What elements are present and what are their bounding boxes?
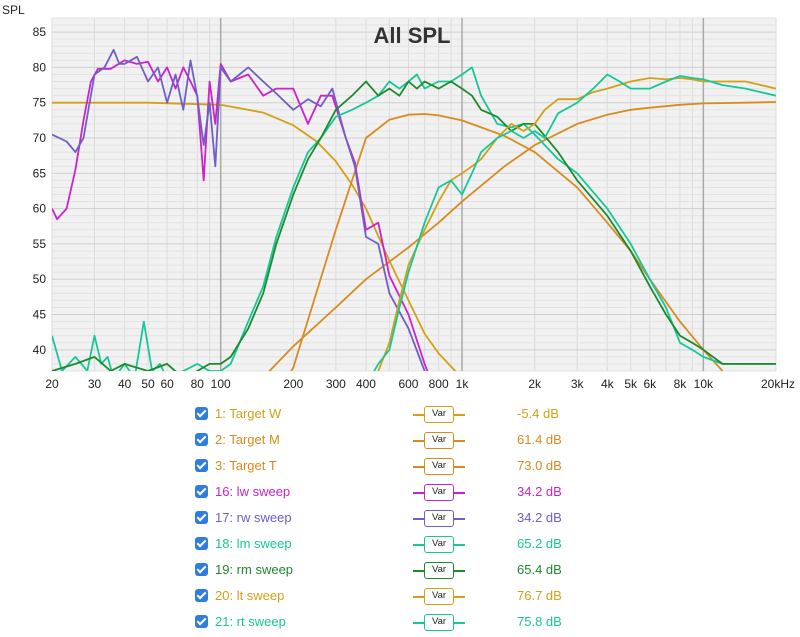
legend-label: 16: lw sweep <box>215 484 291 499</box>
legend-checkbox[interactable] <box>195 511 208 524</box>
legend-var-button[interactable]: Var <box>424 432 454 449</box>
y-tick-label: 85 <box>33 25 47 39</box>
series-line-7 <box>52 80 776 371</box>
x-tick-label: 80 <box>191 377 205 391</box>
series-line-3 <box>268 101 776 371</box>
x-tick-label: 200 <box>283 377 303 391</box>
legend-checkbox[interactable] <box>195 433 208 446</box>
legend-row: 16: lw sweep Var 34.2 dB <box>0 482 800 504</box>
legend-var-button[interactable]: Var <box>424 484 454 501</box>
legend: 1: Target W Var -5.4 dB 2: Target M Var 61.4 … <box>0 400 800 637</box>
legend-value: 61.4 dB <box>517 432 562 447</box>
x-tick-label: 50 <box>141 377 155 391</box>
legend-value: 75.8 dB <box>517 614 562 629</box>
x-tick-label: 5k <box>624 377 638 391</box>
legend-label: 18: lm sweep <box>215 536 292 551</box>
spl-chart-svg: 40 45 50 55 60 65 70 75 80 85 20 30 40 50 60 80 100 200 3… <box>2 3 795 391</box>
legend-label: 17: rw sweep <box>215 510 292 525</box>
x-tick-label: 20 <box>45 377 59 391</box>
legend-checkbox[interactable] <box>195 485 208 498</box>
x-tick-label: 800 <box>429 377 449 391</box>
x-tick-label: 1k <box>456 377 470 391</box>
legend-checkbox[interactable] <box>195 459 208 472</box>
legend-value: 65.4 dB <box>517 562 562 577</box>
legend-row: 18: lm sweep Var 65.2 dB <box>0 534 800 556</box>
x-tick-label: 20kHz <box>761 377 795 391</box>
legend-row: 20: lt sweep Var 76.7 dB <box>0 586 800 608</box>
legend-label: 1: Target W <box>215 406 282 421</box>
legend-label: 2: Target M <box>215 432 280 447</box>
legend-row: 21: rt sweep Var 75.8 dB <box>0 612 800 634</box>
legend-var-button[interactable]: Var <box>424 588 454 605</box>
legend-value: 34.2 dB <box>517 510 562 525</box>
x-tick-label: 8k <box>674 377 688 391</box>
legend-var-button[interactable]: Var <box>424 536 454 553</box>
x-tick-label: 30 <box>88 377 102 391</box>
x-tick-label: 3k <box>571 377 585 391</box>
legend-value: 76.7 dB <box>517 588 562 603</box>
legend-label: 19: rm sweep <box>215 562 294 577</box>
legend-label: 20: lt sweep <box>215 588 285 603</box>
legend-checkbox[interactable] <box>195 537 208 550</box>
x-tick-label: 2k <box>528 377 542 391</box>
y-tick-label: 55 <box>33 237 47 251</box>
y-tick-label: 45 <box>33 308 47 322</box>
legend-value: 65.2 dB <box>517 536 562 551</box>
legend-var-button[interactable]: Var <box>424 510 454 527</box>
x-tick-label: 10k <box>694 377 714 391</box>
legend-row: 17: rw sweep Var 34.2 dB <box>0 508 800 530</box>
legend-var-button[interactable]: Var <box>424 406 454 423</box>
legend-row: 19: rm sweep Var 65.4 dB <box>0 560 800 582</box>
x-tick-label: 600 <box>398 377 418 391</box>
legend-value: 73.0 dB <box>517 458 562 473</box>
x-axis: 20 30 40 50 60 80 100 200 300 400 600 800 1k 2k 3k 4k 5k… <box>45 377 795 391</box>
legend-checkbox[interactable] <box>195 407 208 420</box>
y-tick-label: 75 <box>33 96 47 110</box>
legend-var-button[interactable]: Var <box>424 458 454 475</box>
series-line-6 <box>52 66 776 371</box>
y-tick-label: 50 <box>33 272 47 286</box>
series-line-9 <box>373 73 776 371</box>
y-tick-label: 60 <box>33 202 47 216</box>
legend-checkbox[interactable] <box>195 589 208 602</box>
series-line-5 <box>52 48 426 371</box>
y-axis-label: SPL <box>2 3 25 17</box>
legend-row: 3: Target T Var 73.0 dB <box>0 456 800 478</box>
legend-value: -5.4 dB <box>517 406 559 421</box>
series-line-4 <box>52 59 429 371</box>
x-tick-label: 6k <box>643 377 657 391</box>
y-tick-label: 65 <box>33 166 47 180</box>
y-tick-label: 80 <box>33 60 47 74</box>
x-tick-label: 300 <box>326 377 346 391</box>
x-tick-label: 60 <box>160 377 174 391</box>
x-tick-label: 400 <box>356 377 376 391</box>
legend-checkbox[interactable] <box>195 615 208 628</box>
series-lines <box>52 48 776 371</box>
series-line-1 <box>52 101 457 371</box>
y-tick-label: 40 <box>33 343 47 357</box>
legend-checkbox[interactable] <box>195 563 208 576</box>
x-tick-label: 4k <box>601 377 615 391</box>
y-tick-label: 70 <box>33 131 47 145</box>
y-axis: 40 45 50 55 60 65 70 75 80 85 <box>33 25 47 357</box>
legend-value: 34.2 dB <box>517 484 562 499</box>
legend-var-button[interactable]: Var <box>424 562 454 579</box>
legend-label: 3: Target T <box>215 458 277 473</box>
legend-row: 1: Target W Var -5.4 dB <box>0 404 800 426</box>
legend-var-button[interactable]: Var <box>424 614 454 631</box>
chart-title: All SPL <box>373 23 450 48</box>
legend-label: 21: rt sweep <box>215 614 286 629</box>
x-tick-label: 100 <box>211 377 231 391</box>
spl-chart: 40 45 50 55 60 65 70 75 80 85 20 30 40 50 60 80 100 200 3… <box>2 3 795 391</box>
legend-row: 2: Target M Var 61.4 dB <box>0 430 800 452</box>
x-tick-label: 40 <box>118 377 132 391</box>
